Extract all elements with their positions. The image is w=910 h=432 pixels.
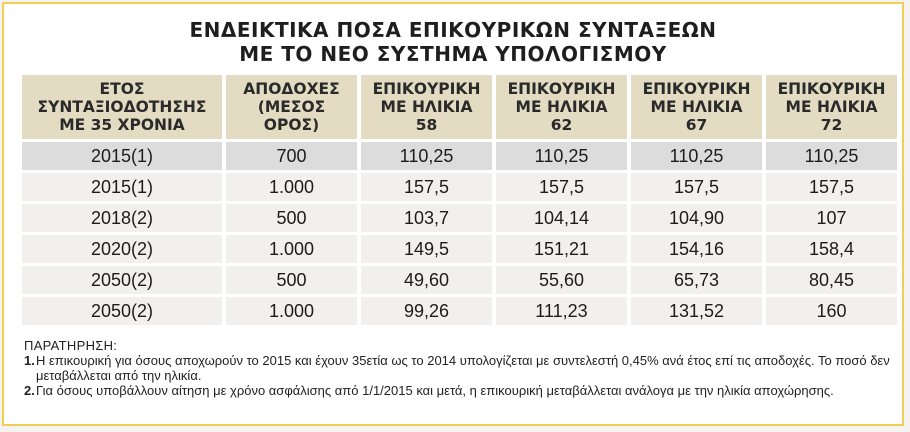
title-line-2: ΜΕ ΤΟ ΝΕΟ ΣΥΣΤΗΜΑ ΥΠΟΛΟΓΙΣΜΟΥ [239,42,667,66]
header-row: ΕΤΟΣ ΣΥΝΤΑΞΙΟΔΟΤΗΣΗΣ ΜΕ 35 ΧΡΟΝΙΑ ΑΠΟΔΟΧΕΣ… [22,75,897,139]
cell-age-67: 131,52 [631,297,762,325]
notes-heading: ΠΑΡΑΤΗΡΗΣΗ: [24,338,118,353]
cell-earnings: 500 [226,266,357,294]
cell-age-62: 104,14 [496,204,627,232]
cell-earnings: 1.000 [226,173,357,201]
cell-age-62: 55,60 [496,266,627,294]
note-text: Για όσους υποβάλλουν αίτηση με χρόνο ασφ… [36,383,834,398]
note-item: 2. Για όσους υποβάλλουν αίτηση με χρόνο … [24,383,894,398]
header-earnings: ΑΠΟΔΟΧΕΣ (ΜΕΣΟΣ ΟΡΟΣ) [226,75,357,139]
header-age-62: ΕΠΙΚΟΥΡΙΚΗ ΜΕ ΗΛΙΚΙΑ 62 [496,75,627,139]
cell-age-62: 157,5 [496,173,627,201]
cell-earnings: 1.000 [226,235,357,263]
cell-year: 2015(1) [22,173,222,201]
cell-age-58: 103,7 [361,204,492,232]
infographic-frame: ΕΝΔΕΙΚΤΙΚΑ ΠΟΣΑ ΕΠΙΚΟΥΡΙΚΩΝ ΣΥΝΤΑΞΕΩΝ ΜΕ… [2,2,904,426]
note-item: 1. Η επικουρική για όσους αποχωρούν το 2… [24,353,894,383]
cell-age-72: 158,4 [766,235,897,263]
header-age-72: ΕΠΙΚΟΥΡΙΚΗ ΜΕ ΗΛΙΚΙΑ 72 [766,75,897,139]
cell-year: 2050(2) [22,266,222,294]
cell-age-58: 49,60 [361,266,492,294]
table-row: 2015(1) 1.000 157,5 157,5 157,5 157,5 [22,173,897,201]
cell-earnings: 700 [226,142,357,170]
cell-age-67: 157,5 [631,173,762,201]
cell-age-62: 111,23 [496,297,627,325]
cell-age-58: 149,5 [361,235,492,263]
cell-age-72: 107 [766,204,897,232]
table-row: 2050(2) 500 49,60 55,60 65,73 80,45 [22,266,897,294]
cell-age-67: 154,16 [631,235,762,263]
header-year: ΕΤΟΣ ΣΥΝΤΑΞΙΟΔΟΤΗΣΗΣ ΜΕ 35 ΧΡΟΝΙΑ [22,75,222,139]
table-row: 2018(2) 500 103,7 104,14 104,90 107 [22,204,897,232]
cell-age-58: 110,25 [361,142,492,170]
cell-age-58: 157,5 [361,173,492,201]
cell-age-67: 110,25 [631,142,762,170]
header-age-58: ΕΠΙΚΟΥΡΙΚΗ ΜΕ ΗΛΙΚΙΑ 58 [361,75,492,139]
cell-age-72: 157,5 [766,173,897,201]
cell-age-72: 80,45 [766,266,897,294]
cell-age-62: 151,21 [496,235,627,263]
cell-year: 2020(2) [22,235,222,263]
cell-year: 2015(1) [22,142,222,170]
table-row: 2050(2) 1.000 99,26 111,23 131,52 160 [22,297,897,325]
cell-age-72: 160 [766,297,897,325]
cell-year: 2018(2) [22,204,222,232]
table-title: ΕΝΔΕΙΚΤΙΚΑ ΠΟΣΑ ΕΠΙΚΟΥΡΙΚΩΝ ΣΥΝΤΑΞΕΩΝ ΜΕ… [4,18,902,66]
note-text: Η επικουρική για όσους αποχωρούν το 2015… [36,353,890,383]
cell-age-62: 110,25 [496,142,627,170]
table-row: 2015(1) 700 110,25 110,25 110,25 110,25 [22,142,897,170]
cell-earnings: 1.000 [226,297,357,325]
note-number: 2. [24,383,35,398]
cell-age-72: 110,25 [766,142,897,170]
title-line-1: ΕΝΔΕΙΚΤΙΚΑ ΠΟΣΑ ΕΠΙΚΟΥΡΙΚΩΝ ΣΥΝΤΑΞΕΩΝ [189,18,717,42]
pension-table: ΕΤΟΣ ΣΥΝΤΑΞΙΟΔΟΤΗΣΗΣ ΜΕ 35 ΧΡΟΝΙΑ ΑΠΟΔΟΧΕΣ… [18,72,901,328]
table-row: 2020(2) 1.000 149,5 151,21 154,16 158,4 [22,235,897,263]
cell-earnings: 500 [226,204,357,232]
cell-age-67: 104,90 [631,204,762,232]
note-number: 1. [24,353,35,368]
cell-age-67: 65,73 [631,266,762,294]
header-age-67: ΕΠΙΚΟΥΡΙΚΗ ΜΕ ΗΛΙΚΙΑ 67 [631,75,762,139]
notes-section: ΠΑΡΑΤΗΡΗΣΗ: 1. Η επικουρική για όσους απ… [24,338,894,398]
cell-age-58: 99,26 [361,297,492,325]
cell-year: 2050(2) [22,297,222,325]
